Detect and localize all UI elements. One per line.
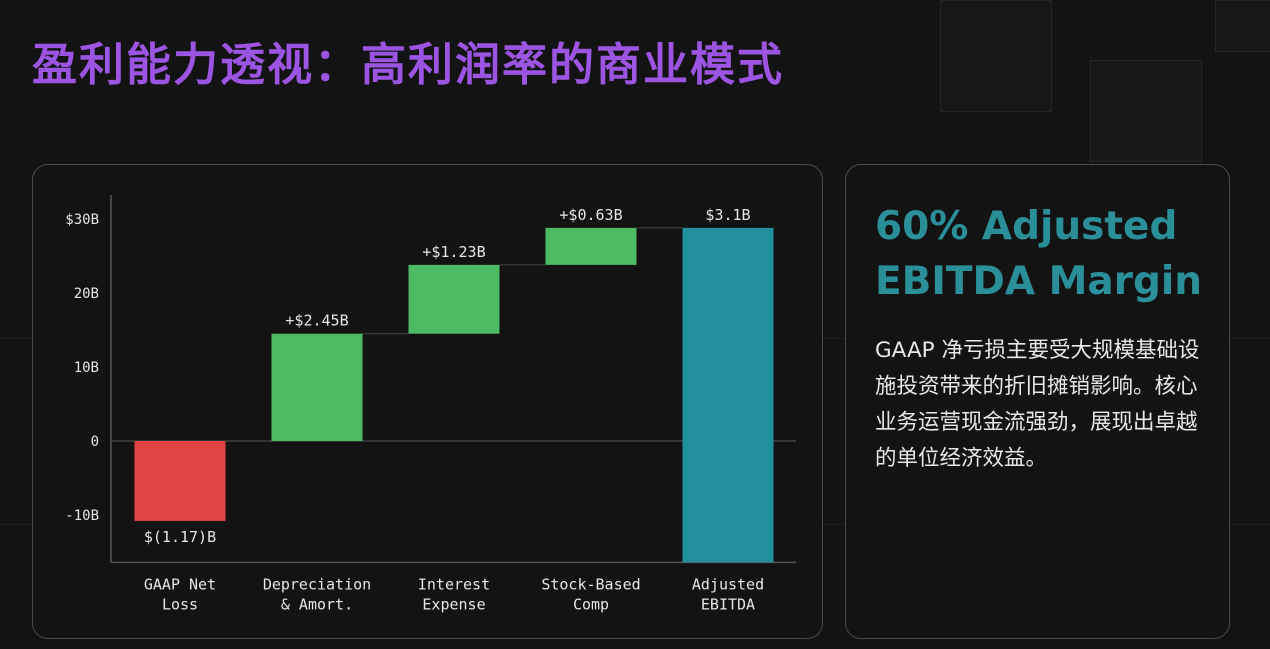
summary-card: 60% Adjusted EBITDA Margin GAAP 净亏损主要受大规… bbox=[845, 164, 1230, 639]
x-tick-label-line: Stock-Based bbox=[541, 575, 640, 593]
summary-text: GAAP 净亏损主要受大规模基础设施投资带来的折旧摊销影响。核心业务运营现金流强… bbox=[875, 338, 1200, 471]
y-tick-label: 10B bbox=[74, 360, 99, 376]
server-rack-decoration bbox=[1090, 60, 1202, 162]
x-tick-label-line: Comp bbox=[573, 595, 609, 613]
x-tick-label: Adjusted EBITDA bbox=[692, 575, 764, 613]
bar-increase bbox=[408, 264, 500, 334]
y-tick-label: 0 bbox=[91, 434, 99, 450]
y-tick-label: 20B bbox=[74, 286, 99, 302]
x-tick-label-line: EBITDA bbox=[701, 595, 755, 613]
data-label: $(1.17)B bbox=[144, 528, 216, 546]
x-tick-label-line: & Amort. bbox=[281, 595, 353, 613]
x-tick-label: Depreciation & Amort. bbox=[263, 575, 371, 613]
x-tick-label: Stock-Based Comp bbox=[541, 575, 640, 613]
bar-increase bbox=[271, 333, 363, 441]
y-tick-label: -10B bbox=[65, 508, 99, 524]
data-label: +$2.45B bbox=[285, 312, 348, 330]
bar-decrease bbox=[134, 441, 226, 521]
x-tick-label-line: Depreciation bbox=[263, 575, 371, 593]
bar-total bbox=[682, 227, 774, 563]
bar-increase bbox=[545, 227, 637, 265]
x-tick-label-line: Expense bbox=[422, 595, 485, 613]
headline-line-2: EBITDA Margin bbox=[875, 259, 1203, 304]
chart-card: $30B 20B 10B 0 -10B $(1.17)B GAAP Net Loss +$2.4… bbox=[32, 164, 823, 639]
data-label: +$0.63B bbox=[559, 206, 622, 224]
server-rack-decoration bbox=[1215, 0, 1270, 52]
data-label: $3.1B bbox=[705, 206, 750, 224]
x-tick-label-line: Loss bbox=[162, 595, 198, 613]
server-rack-decoration bbox=[940, 0, 1052, 112]
margin-headline: 60% Adjusted EBITDA Margin bbox=[875, 199, 1202, 309]
y-tick-label: $30B bbox=[65, 212, 99, 228]
data-label: +$1.23B bbox=[422, 243, 485, 261]
page-title: 盈利能力透视：高利润率的商业模式 bbox=[32, 38, 785, 91]
x-tick-label: GAAP Net Loss bbox=[144, 575, 216, 613]
x-tick-label-line: GAAP Net bbox=[144, 575, 216, 593]
x-tick-label-line: Interest bbox=[418, 575, 490, 593]
headline-line-1: 60% Adjusted bbox=[875, 204, 1178, 249]
x-tick-label: Interest Expense bbox=[418, 575, 490, 613]
waterfall-chart: $30B 20B 10B 0 -10B $(1.17)B GAAP Net Loss +$2.4… bbox=[65, 195, 796, 613]
x-tick-label-line: Adjusted bbox=[692, 575, 764, 593]
